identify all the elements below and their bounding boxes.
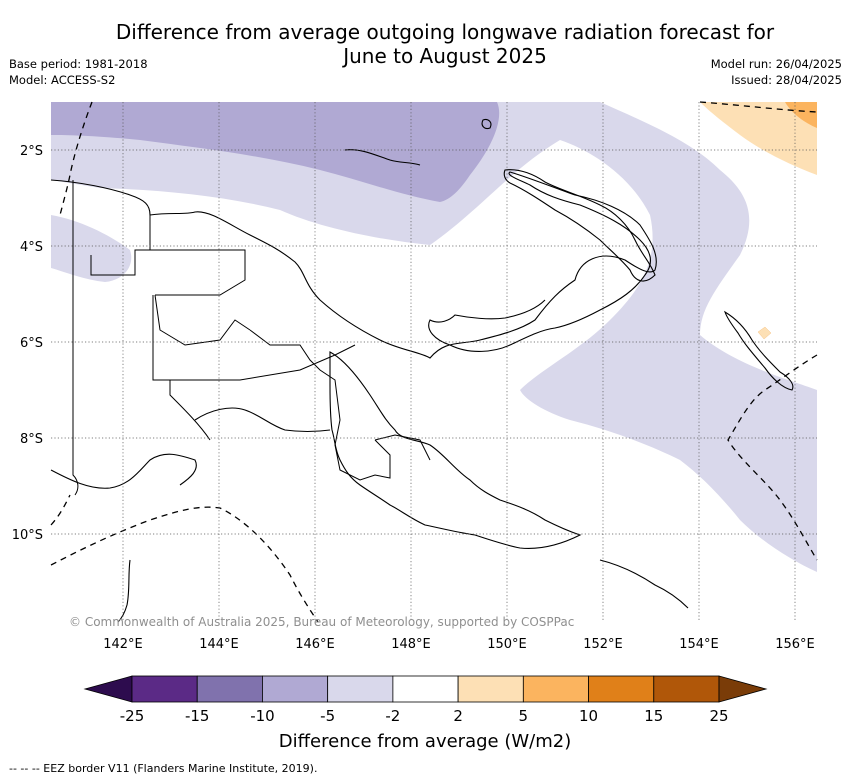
title-line-2: June to August 2025 — [343, 44, 547, 68]
legend-tick-label: -25 — [120, 707, 145, 725]
province-border-1 — [90, 249, 246, 296]
map-title: Difference from average outgoing longwav… — [0, 20, 850, 68]
lon-label: 154°E — [679, 637, 719, 652]
lat-label: 2°S — [20, 144, 43, 159]
eez-east — [727, 354, 818, 561]
lat-label: 10°S — [12, 528, 43, 543]
legend-swatch — [262, 675, 329, 703]
lon-label: 142°E — [103, 637, 143, 652]
legend-tick-label: -5 — [320, 707, 335, 725]
south-coast — [329, 351, 582, 549]
base-period: Base period: 1981-2018 — [9, 57, 148, 71]
lon-label: 152°E — [583, 637, 623, 652]
legend-tick-label: 25 — [709, 707, 728, 725]
title-line-1: Difference from average outgoing longwav… — [115, 20, 775, 44]
lat-label: 8°S — [20, 432, 43, 447]
legend-tick-label: -15 — [185, 707, 210, 725]
anomaly-light-purple-west — [51, 215, 132, 282]
eez-footnote: -- -- -- EEZ border V11 (Flanders Marine… — [9, 762, 318, 775]
province-border-5 — [249, 329, 391, 481]
new-britain — [503, 169, 656, 282]
legend-swatch — [131, 675, 198, 703]
model-run: Model run: 26/04/2025 — [710, 57, 842, 71]
cape-york — [117, 559, 131, 623]
color-legend — [83, 675, 768, 703]
louisiade — [599, 559, 689, 609]
anomaly-light-orange — [700, 102, 817, 175]
legend-tick-label: 10 — [579, 707, 598, 725]
model-info: Base period: 1981-2018 Model: ACCESS-S2 — [9, 56, 148, 88]
border-png-indonesia — [72, 180, 79, 496]
eez-west — [59, 101, 93, 216]
anomaly-orange — [785, 102, 817, 128]
lat-label: 6°S — [20, 336, 43, 351]
lon-label: 144°E — [199, 637, 239, 652]
fly-river-coast — [194, 407, 331, 433]
province-border-6 — [374, 434, 431, 461]
gulf-coast — [50, 453, 197, 489]
issued-date: Issued: 28/04/2025 — [731, 73, 842, 87]
eez-south — [50, 506, 319, 623]
province-border-4 — [154, 294, 251, 346]
lon-label: 146°E — [295, 637, 335, 652]
legend-tick-label: 2 — [453, 707, 463, 725]
eez-north-east — [699, 101, 818, 113]
legend-swatch — [196, 675, 263, 703]
legend-swatch — [588, 675, 655, 703]
map-panel: © Commonwealth of Australia 2025, Bureau… — [50, 101, 818, 629]
anomaly-medium-purple — [51, 102, 500, 202]
province-border-3 — [169, 380, 211, 441]
eez-southwest — [50, 494, 71, 526]
map-figure: © Commonwealth of Australia 2025, Bureau… — [12, 101, 818, 752]
bougainville — [724, 310, 794, 391]
legend-tick-label: -10 — [250, 707, 275, 725]
latitude-labels: 2°S 4°S 6°S 8°S 10°S — [12, 144, 43, 543]
legend-title: Difference from average (W/m2) — [279, 731, 571, 752]
legend-tick-labels: -25 -15 -10 -5 -2 2 5 10 15 25 — [120, 707, 729, 725]
lon-label: 148°E — [391, 637, 431, 652]
model-name: Model: ACCESS-S2 — [9, 73, 116, 87]
run-info: Model run: 26/04/2025 Issued: 28/04/2025 — [711, 56, 842, 88]
copyright-notice: © Commonwealth of Australia 2025, Bureau… — [69, 615, 574, 629]
lon-label: 156°E — [775, 637, 815, 652]
anomaly-orange-patch — [757, 326, 772, 340]
province-borders — [72, 180, 431, 496]
legend-extend-high — [718, 675, 768, 703]
legend-tick-label: 5 — [519, 707, 529, 725]
legend-swatch — [522, 675, 589, 703]
province-border-2 — [152, 295, 356, 381]
legend-extend-low — [83, 675, 133, 703]
legend-swatch — [653, 675, 720, 703]
legend-tick-label: 15 — [644, 707, 663, 725]
eez-borders — [50, 101, 818, 623]
legend-swatch — [392, 675, 459, 703]
manus — [481, 118, 492, 130]
lat-label: 4°S — [20, 240, 43, 255]
longitude-labels: 142°E 144°E 146°E 148°E 150°E 152°E 154°… — [103, 637, 815, 652]
new-guinea-coast — [50, 171, 657, 359]
legend-swatch — [457, 675, 524, 703]
legend-tick-label: -2 — [385, 707, 400, 725]
lon-label: 150°E — [487, 637, 527, 652]
legend-swatch — [327, 675, 394, 703]
